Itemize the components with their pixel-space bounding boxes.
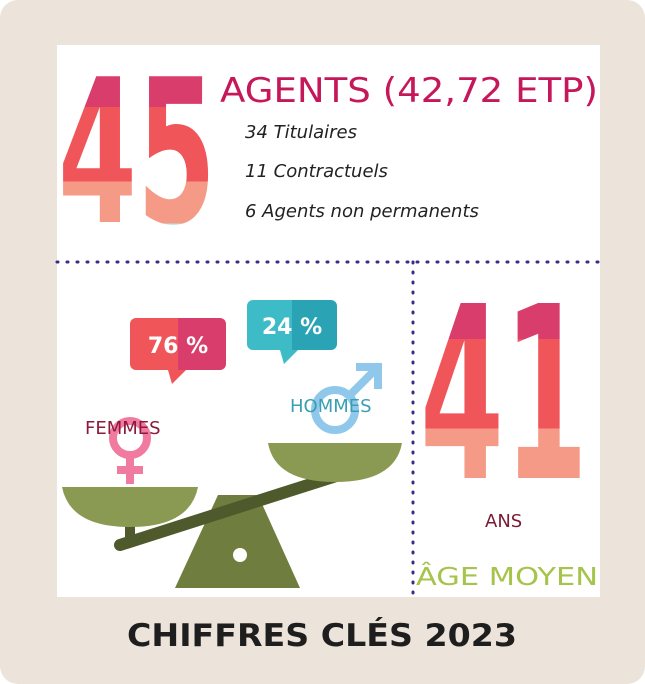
male-symbol — [311, 363, 382, 434]
men-label: HOMMES — [290, 396, 372, 417]
age-unit: ANS — [485, 511, 522, 532]
women-label: FEMMES — [85, 418, 161, 439]
headcount-detail: 6 Agents non permanents — [245, 201, 479, 222]
men-percent: 24 % — [262, 315, 322, 340]
bubble — [247, 300, 337, 350]
bubble-tail — [168, 370, 186, 384]
headcount-label: AGENTS (42,72 ETP) — [220, 71, 598, 111]
bubble — [130, 318, 226, 370]
bubble-tail — [280, 350, 298, 364]
headcount-number: 45 — [58, 37, 216, 270]
age-label: ÂGE MOYEN — [416, 562, 598, 591]
footer-title: CHIFFRES CLÉS 2023 — [127, 618, 517, 654]
age-number: 41 — [420, 255, 588, 535]
female-symbol — [109, 417, 151, 484]
balance — [62, 443, 402, 588]
headcount-detail: 34 Titulaires — [245, 122, 357, 143]
headcount-detail: 11 Contractuels — [245, 161, 388, 182]
women-percent: 76 % — [148, 334, 208, 359]
